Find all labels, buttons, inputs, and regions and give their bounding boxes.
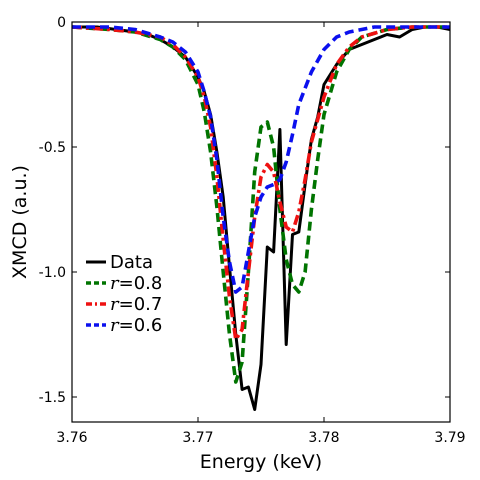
series-layer xyxy=(72,25,450,411)
x-axis-label: Energy (keV) xyxy=(200,451,322,473)
legend-label-2: r=0.7 xyxy=(110,294,162,315)
x-tick-label: 3.79 xyxy=(434,430,465,446)
series-line-1 xyxy=(72,25,450,384)
series-line-0 xyxy=(72,25,450,411)
ticks-layer: 3.76 3.77 3.78 3.79 0 -0.5 -1.0 -1.5 xyxy=(39,15,466,446)
y-tick-label: -1.0 xyxy=(39,265,66,281)
plot-frame xyxy=(71,21,451,423)
series-line-3 xyxy=(72,25,450,294)
y-tick-label: 0 xyxy=(57,15,66,31)
series-line-2 xyxy=(72,25,450,342)
legend-label-0: Data xyxy=(110,252,153,273)
legend-label-3: r=0.6 xyxy=(110,315,162,336)
legend-label-1: r=0.8 xyxy=(110,273,162,294)
x-tick-label: 3.76 xyxy=(56,430,87,446)
y-tick-label: -1.5 xyxy=(39,390,66,406)
y-tick-label: -0.5 xyxy=(39,140,66,156)
x-tick-label: 3.78 xyxy=(308,430,339,446)
y-axis-label: XMCD (a.u.) xyxy=(9,165,31,279)
x-tick-label: 3.77 xyxy=(182,430,213,446)
